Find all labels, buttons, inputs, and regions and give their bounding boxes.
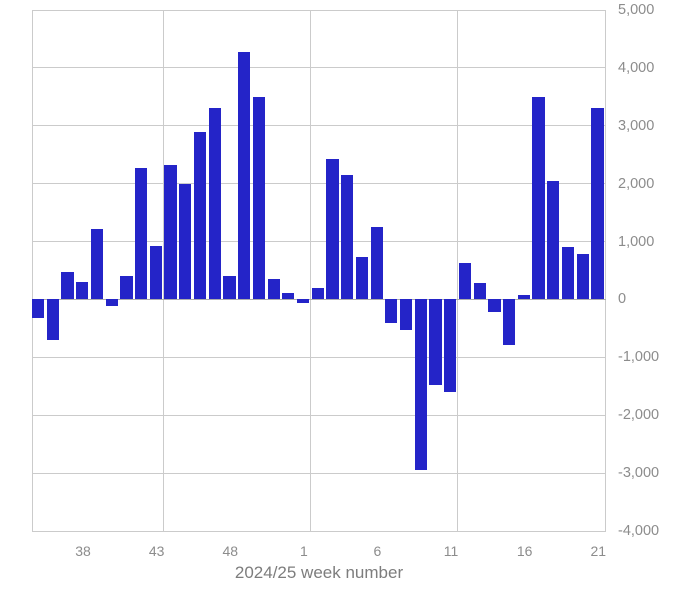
bar-week-18[interactable] — [547, 180, 560, 300]
bar-week-51[interactable] — [267, 278, 280, 300]
bar-week-2[interactable] — [311, 288, 324, 300]
h-gridline — [32, 241, 606, 243]
bar-week-49[interactable] — [238, 52, 251, 300]
x-axis-tick-label: 43 — [148, 543, 165, 559]
y-axis-tick-label: 2,000 — [618, 175, 655, 192]
bar-week-47[interactable] — [208, 108, 221, 300]
bar-week-43[interactable] — [149, 245, 162, 300]
h-gridline — [32, 125, 606, 127]
y-axis-tick-label: 0 — [618, 291, 627, 308]
bar-week-14[interactable] — [488, 299, 501, 313]
bar-week-37[interactable] — [61, 271, 74, 300]
y-axis-tick-label: -3,000 — [618, 465, 660, 482]
h-gridline — [32, 414, 606, 416]
v-gridline — [457, 10, 459, 531]
y-axis-tick-label: 4,000 — [618, 59, 655, 76]
x-axis-tick-label: 38 — [75, 543, 91, 559]
bar-week-46[interactable] — [193, 132, 207, 300]
x-axis-title: 2024/25 week number — [234, 563, 404, 582]
h-gridline — [32, 9, 606, 11]
h-gridline — [32, 67, 606, 69]
x-axis-tick-label: 21 — [590, 543, 607, 559]
zero-axis-line — [32, 298, 606, 300]
h-gridline — [32, 183, 606, 185]
x-axis-tick-label: 6 — [373, 543, 382, 559]
bar-week-20[interactable] — [576, 254, 589, 300]
bar-week-48[interactable] — [223, 276, 236, 300]
h-gridline — [32, 472, 606, 474]
bar-week-13[interactable] — [473, 282, 486, 300]
bar-week-38[interactable] — [76, 281, 89, 300]
bar-week-35[interactable] — [32, 299, 45, 318]
h-gridline — [32, 530, 606, 532]
bar-week-19[interactable] — [561, 247, 575, 300]
bar-week-12[interactable] — [458, 262, 472, 300]
bar-week-5[interactable] — [355, 256, 369, 300]
bar-week-17[interactable] — [532, 96, 545, 300]
bar-week-3[interactable] — [326, 159, 339, 300]
bar-week-44[interactable] — [164, 164, 177, 300]
x-axis-tick-label: 16 — [516, 543, 533, 559]
bar-week-1[interactable] — [296, 299, 310, 304]
bar-week-39[interactable] — [90, 229, 104, 300]
bar-week-4[interactable] — [341, 174, 354, 300]
bar-week-21[interactable] — [591, 108, 604, 300]
bar-week-50[interactable] — [252, 97, 265, 300]
bar-week-11[interactable] — [444, 299, 457, 393]
y-axis-tick-label: 3,000 — [618, 117, 655, 134]
bar-week-45[interactable] — [179, 183, 192, 300]
y-axis-tick-label: -1,000 — [618, 349, 660, 366]
x-axis-tick-label: 48 — [222, 543, 239, 559]
h-gridline — [32, 356, 606, 358]
bar-week-40[interactable] — [105, 299, 118, 307]
bar-week-10[interactable] — [429, 299, 442, 385]
y-axis-tick-label: -4,000 — [618, 523, 660, 539]
y-axis-tick-label: -2,000 — [618, 407, 660, 424]
bar-week-16[interactable] — [517, 295, 530, 300]
bar-week-15[interactable] — [503, 299, 516, 346]
bar-week-9[interactable] — [414, 299, 427, 470]
bar-week-52[interactable] — [282, 293, 295, 300]
bar-week-7[interactable] — [385, 299, 398, 323]
plot-area — [32, 9, 606, 532]
plot-border — [605, 10, 606, 531]
bar-week-6[interactable] — [370, 226, 383, 300]
y-axis-tick-label: 5,000 — [618, 2, 655, 18]
bar-week-8[interactable] — [400, 299, 413, 331]
x-axis-tick-label: 11 — [443, 543, 459, 559]
bar-week-42[interactable] — [135, 168, 148, 300]
y-axis-tick-label: 1,000 — [618, 233, 655, 250]
bar-week-41[interactable] — [120, 275, 133, 300]
plot-border — [32, 10, 33, 531]
bar-week-36[interactable] — [46, 299, 59, 340]
v-gridline — [162, 10, 164, 531]
x-axis-tick-label: 1 — [299, 543, 308, 559]
v-gridline — [310, 10, 312, 531]
